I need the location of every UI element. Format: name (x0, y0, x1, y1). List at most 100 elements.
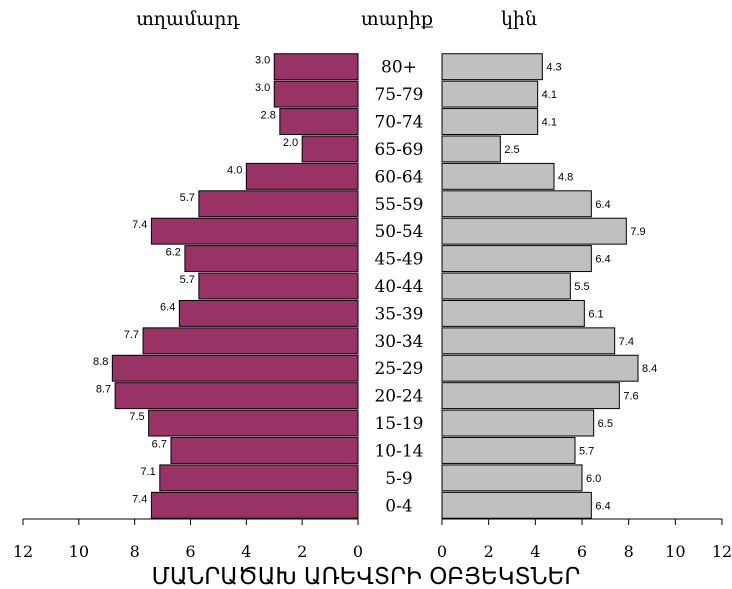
footer-title: ՄԱՆՐԱԾԱԽ ԱՌԵՎՏՐԻ ՕԲՅԵԿՏՆԵՐ (152, 564, 581, 589)
age-label-5-9: 5-9 (385, 469, 412, 489)
female-value-label-60-64: 4.8 (558, 171, 573, 183)
male-bar-30-34 (142, 327, 359, 355)
female-bar-80+ (441, 53, 543, 81)
male-value-label-50-54: 7.4 (132, 219, 147, 231)
axes-layer: 12 10 8 6 4 2 0 0 2 4 6 8 10 12 (13, 518, 732, 561)
female-bar-65-69 (441, 135, 501, 163)
female-bar-5-9 (441, 464, 583, 492)
male-value-label-5-9: 7.1 (140, 466, 155, 478)
right-tick-label-6: 6 (577, 542, 587, 561)
female-value-label-15-19: 6.5 (598, 418, 613, 430)
male-value-label-0-4: 7.4 (132, 493, 147, 505)
female-bar-50-54 (441, 217, 627, 245)
age-label-10-14: 10-14 (374, 441, 423, 461)
male-bar-70-74 (279, 108, 359, 135)
male-bar-0-4 (150, 491, 359, 519)
male-value-label-60-64: 4.0 (227, 164, 242, 176)
female-value-label-30-34: 7.4 (619, 336, 634, 348)
female-bar-55-59 (441, 190, 592, 218)
male-value-label-35-39: 6.4 (160, 301, 175, 313)
female-bar-40-44 (441, 272, 571, 300)
left-tick-label-10: 10 (69, 542, 89, 561)
male-value-label-40-44: 5.7 (180, 274, 195, 286)
value-labels-layer: 7.4 6.4 7.1 6.0 6.7 5.7 7.5 6.5 8.7 7.6 8.8 8.4 7.7 7… (93, 55, 657, 513)
male-bar-20-24 (114, 382, 359, 410)
female-bar-10-14 (441, 437, 576, 464)
female-bar-75-79 (441, 80, 539, 108)
age-label-60-64: 60-64 (374, 167, 423, 187)
age-label-15-19: 15-19 (374, 414, 423, 434)
female-bar-30-34 (441, 327, 616, 355)
age-label-40-44: 40-44 (374, 277, 423, 297)
age-label-0-4: 0-4 (385, 496, 412, 516)
female-value-label-35-39: 6.1 (588, 308, 603, 320)
age-label-25-29: 25-29 (374, 359, 423, 379)
female-value-label-0-4: 6.4 (595, 500, 610, 512)
male-bar-65-69 (301, 135, 359, 163)
male-value-label-10-14: 6.7 (152, 438, 167, 450)
female-value-label-65-69: 2.5 (504, 144, 519, 156)
female-value-label-40-44: 5.5 (574, 281, 589, 293)
male-bar-75-79 (273, 80, 359, 108)
left-tick-label-8: 8 (130, 542, 140, 561)
male-bar-35-39 (178, 299, 359, 327)
male-value-label-30-34: 7.7 (124, 329, 139, 341)
male-bar-15-19 (148, 409, 359, 437)
age-label-35-39: 35-39 (374, 304, 423, 324)
age-label-55-59: 55-59 (374, 195, 423, 215)
left-tick-label-2: 2 (297, 542, 307, 561)
male-value-label-75-79: 3.0 (255, 82, 270, 94)
right-tick-label-4: 4 (530, 542, 540, 561)
female-value-label-55-59: 6.4 (595, 199, 610, 211)
left-tick-label-6: 6 (185, 542, 195, 561)
right-tick-label-0: 0 (437, 542, 447, 561)
center-header: տարիք (361, 8, 433, 30)
male-bar-25-29 (111, 354, 359, 382)
male-bar-55-59 (198, 190, 359, 218)
age-labels-layer: 0-4 5-9 10-14 15-19 20-24 25-29 30-34 35-39 40-4… (374, 58, 423, 517)
age-label-80+: 80+ (381, 58, 417, 78)
right-tick-label-12: 12 (712, 542, 732, 561)
male-value-label-55-59: 5.7 (180, 192, 195, 204)
right-tick-label-10: 10 (665, 542, 685, 561)
left-tick-label-0: 0 (353, 542, 363, 561)
age-label-20-24: 20-24 (374, 387, 423, 407)
age-label-65-69: 65-69 (374, 140, 423, 160)
age-label-45-49: 45-49 (374, 250, 423, 270)
age-label-50-54: 50-54 (374, 222, 423, 242)
age-label-70-74: 70-74 (374, 113, 423, 133)
female-bar-15-19 (441, 409, 595, 437)
female-bar-35-39 (441, 299, 585, 327)
male-bar-50-54 (150, 217, 359, 245)
male-value-label-20-24: 8.7 (96, 384, 111, 396)
male-bar-45-49 (184, 245, 359, 273)
age-label-75-79: 75-79 (374, 85, 423, 105)
male-bar-10-14 (170, 437, 359, 464)
female-value-label-25-29: 8.4 (642, 363, 657, 375)
female-value-label-45-49: 6.4 (595, 254, 610, 266)
male-value-label-65-69: 2.0 (283, 137, 298, 149)
male-value-label-70-74: 2.8 (261, 110, 276, 122)
male-bar-40-44 (198, 272, 359, 300)
male-value-label-15-19: 7.5 (129, 411, 144, 423)
female-value-label-80+: 4.3 (546, 62, 561, 74)
left-tick-label-4: 4 (241, 542, 251, 561)
bars-layer (111, 53, 639, 519)
female-bar-25-29 (441, 354, 639, 382)
female-bar-60-64 (441, 162, 555, 190)
right-header: կին (501, 8, 537, 30)
right-tick-label-8: 8 (624, 542, 634, 561)
female-bar-70-74 (441, 108, 539, 135)
female-value-label-20-24: 7.6 (623, 391, 638, 403)
female-value-label-70-74: 4.1 (542, 117, 557, 129)
right-tick-label-2: 2 (484, 542, 494, 561)
left-tick-label-12: 12 (13, 542, 33, 561)
male-value-label-45-49: 6.2 (166, 247, 181, 259)
male-value-label-25-29: 8.8 (93, 356, 108, 368)
female-value-label-50-54: 7.9 (630, 226, 645, 238)
male-bar-5-9 (159, 464, 359, 492)
age-label-30-34: 30-34 (374, 332, 423, 352)
female-value-label-5-9: 6.0 (586, 473, 601, 485)
female-bar-20-24 (441, 382, 620, 410)
